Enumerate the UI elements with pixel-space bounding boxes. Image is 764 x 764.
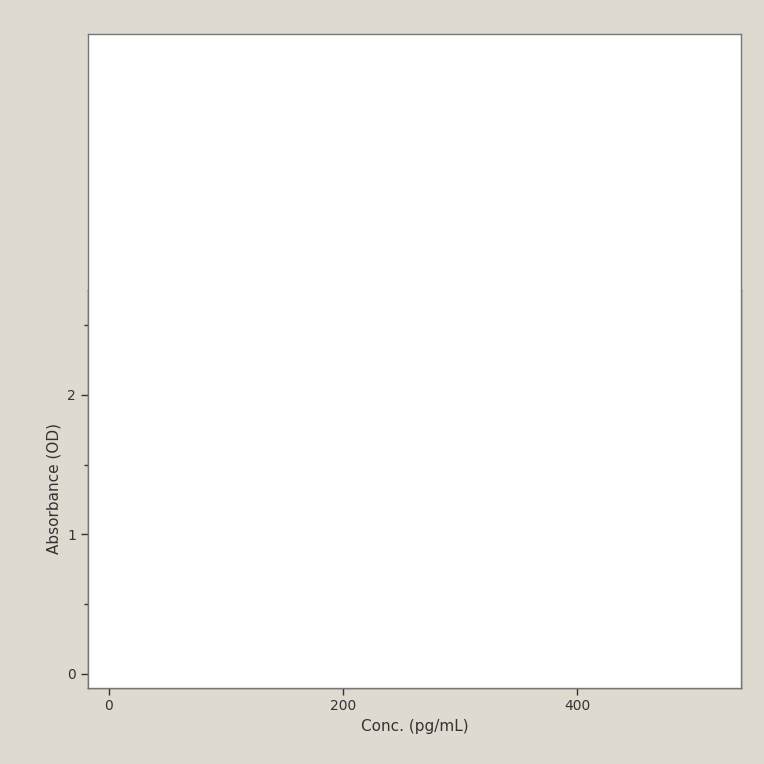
X-axis label: Conc. (pg/mL): Conc. (pg/mL) (361, 719, 468, 734)
Text: S4: S4 (149, 646, 165, 659)
Text: S8: S8 (701, 325, 717, 338)
Text: S1: S1 (112, 672, 128, 685)
Text: S7: S7 (409, 469, 425, 482)
Y-axis label: Absorbance (OD): Absorbance (OD) (47, 423, 62, 555)
Text: S2: S2 (121, 653, 136, 666)
Text: S6: S6 (260, 586, 276, 599)
Text: S5: S5 (186, 623, 202, 636)
Text: S3: S3 (130, 652, 145, 665)
